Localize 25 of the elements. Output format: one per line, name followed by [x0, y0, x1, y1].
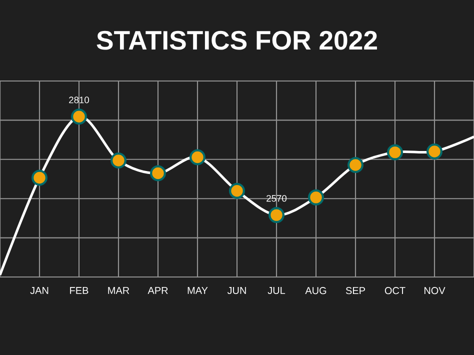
point: [387, 144, 404, 160]
data-label: 2810: [69, 96, 90, 104]
x-tick-label: OCT: [384, 287, 406, 294]
point: [268, 207, 285, 224]
chart-title: STATISTICS FOR 2022: [96, 30, 377, 50]
x-tick-label: JAN: [30, 287, 48, 294]
point: [347, 157, 364, 174]
point: [32, 170, 48, 186]
x-tick-label: MAY: [188, 287, 208, 294]
point: [190, 149, 206, 166]
x-tick-label: JUL: [268, 287, 286, 294]
point: [229, 182, 246, 199]
point: [150, 165, 166, 182]
x-tick-label: NOV: [424, 287, 446, 294]
x-tick-label: JUN: [227, 287, 246, 294]
data-label: 2570: [266, 195, 287, 202]
x-tick-label: APR: [148, 287, 168, 294]
point: [71, 108, 88, 125]
x-tick-label: FEB: [70, 287, 88, 294]
x-tick-label: AUG: [305, 287, 326, 294]
point: [110, 152, 127, 169]
x-tick-label: MAR: [108, 287, 130, 294]
point: [426, 143, 443, 160]
point: [308, 189, 324, 206]
x-tick-label: SEP: [346, 287, 365, 294]
